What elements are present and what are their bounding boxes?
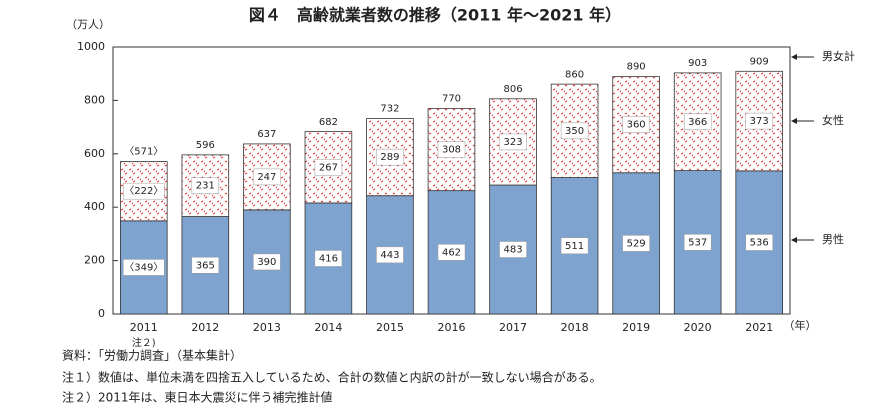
total-label: 903 [688,58,707,69]
total-label: 732 [380,104,399,115]
x-tick-label: 2015 [376,321,404,334]
bar-segment [735,170,784,315]
legend-arrowhead [791,54,797,60]
x-tick-label: 2014 [314,321,342,334]
value-label: 〈222〉 [124,185,163,197]
x-tick-note: 注２) [132,336,156,349]
value-label-box [191,177,220,194]
value-label: 231 [196,181,215,192]
value-label-box [560,122,589,140]
value-label: 267 [319,162,338,173]
legend-label: 女性 [822,113,844,127]
total-label: 890 [627,61,646,72]
value-label: 390 [257,257,276,268]
x-unit: （年） [784,318,817,332]
chart-title: 図４ 高齢就業者数の推移（2011 年～2021 年） [249,6,621,25]
y-tick-label: 800 [84,93,105,106]
value-label: 289 [380,152,399,163]
footnote: 注１）数値は、単位未満を四捨五入しているため、合計の数値と内訳の計が一致しない場… [62,370,602,385]
y-tick-label: 400 [84,200,105,213]
y-tick-label: 0 [98,307,105,320]
value-label: 〈349〉 [124,261,163,273]
value-label-box [314,159,343,176]
x-tick-label: 2017 [499,321,527,334]
legend-label: 男性 [822,232,844,246]
value-label-box [683,234,712,251]
total-label: 860 [565,69,584,80]
value-label-box [499,133,527,151]
value-label-box [191,257,220,274]
value-label: 323 [503,137,522,148]
value-label-box [314,250,343,267]
value-label-box [376,246,404,264]
y-unit: （万人） [66,18,110,31]
value-label: 416 [319,253,338,264]
value-label: 360 [627,120,646,131]
x-tick-label: 2012 [191,321,219,334]
value-label-box [499,241,527,258]
x-tick-label: 2019 [622,321,650,334]
total-label: 〈571〉 [124,146,163,158]
x-tick-label: 2021 [745,321,773,334]
value-label-box [253,168,281,186]
value-label: 511 [565,241,584,252]
value-label: 365 [196,260,215,271]
footnote: 資料：「労働力調査」（基本集計） [62,348,242,363]
value-label-box [683,113,712,131]
value-label: 537 [688,237,707,248]
x-tick-label: 2020 [684,321,712,334]
legend-label: 男女計 [822,49,855,63]
value-label: 373 [750,116,769,127]
value-label-box [123,182,165,200]
value-label-box [437,141,466,158]
value-label: 247 [257,172,276,183]
total-label: 637 [257,129,276,140]
value-label-box [622,235,650,252]
y-tick-label: 200 [84,254,105,267]
value-label-box [123,259,165,276]
value-label-box [745,234,773,251]
y-tick-label: 600 [84,147,105,160]
value-label: 483 [503,245,522,256]
value-label: 443 [380,250,399,261]
total-label: 770 [442,93,461,104]
total-label: 596 [196,140,215,151]
value-label-box [376,148,404,166]
x-tick-label: 2011 [130,321,158,334]
total-label: 682 [319,117,338,128]
value-label: 536 [750,237,769,248]
y-tick-label: 1000 [77,40,105,53]
value-label: 308 [442,145,461,156]
x-tick-label: 2018 [561,321,589,334]
total-label: 909 [750,56,769,67]
total-label: 806 [503,84,522,95]
footnote: 注２）2011年は、東日本大震災に伴う補完推計値 [62,390,333,405]
value-label-box [622,116,650,133]
value-label: 529 [627,238,646,249]
legend-arrowhead [791,118,797,124]
value-label-box [745,112,773,130]
value-label: 462 [442,247,461,258]
x-tick-label: 2013 [253,321,281,334]
value-label: 366 [688,117,707,128]
value-label: 350 [565,126,584,137]
value-label-box [253,253,281,271]
value-label-box [560,237,589,255]
legend-arrowhead [791,237,797,243]
value-label-box [437,244,466,261]
x-tick-label: 2016 [438,321,466,334]
bar-segment [366,195,414,315]
